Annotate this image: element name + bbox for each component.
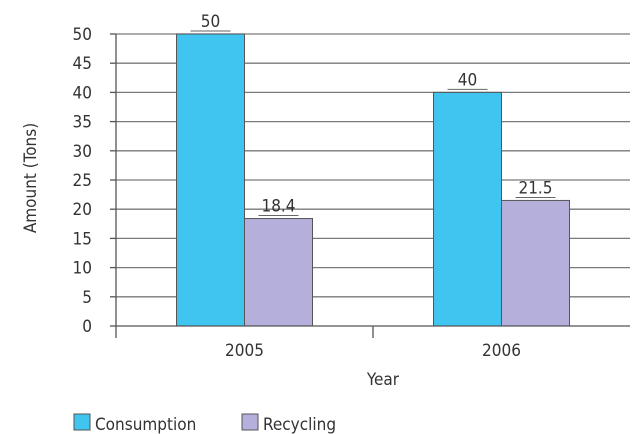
legend-label-recycling: Recycling bbox=[263, 415, 336, 434]
y-tick-label: 50 bbox=[73, 25, 92, 45]
data-label: 40 bbox=[458, 70, 477, 90]
bar-consumption-2006 bbox=[433, 91, 502, 327]
legend-swatch-recycling bbox=[241, 413, 259, 431]
data-label: 50 bbox=[201, 12, 220, 32]
bars bbox=[176, 33, 570, 327]
y-tick-label: 45 bbox=[73, 54, 92, 74]
y-tick-label: 25 bbox=[73, 171, 92, 191]
y-tick-labels: 0 5 10 15 20 25 30 35 40 45 50 bbox=[73, 25, 92, 337]
y-tick-label: 10 bbox=[73, 259, 92, 279]
bar-consumption-2005 bbox=[176, 33, 245, 327]
x-tick-labels: 2005 2006 bbox=[225, 341, 521, 361]
y-tick-label: 30 bbox=[73, 142, 92, 162]
y-axis-title: Amount (Tons) bbox=[21, 123, 41, 233]
y-tick-label: 5 bbox=[82, 288, 92, 308]
bar-recycling-2005 bbox=[244, 218, 313, 327]
data-label: 18.4 bbox=[261, 197, 295, 217]
bar-recycling-2006 bbox=[501, 199, 570, 327]
x-tick-label: 2005 bbox=[225, 341, 264, 361]
x-tick-label: 2006 bbox=[482, 341, 521, 361]
data-labels: 50 18.4 40 21.5 bbox=[190, 12, 556, 217]
legend-swatch-consumption bbox=[73, 413, 91, 431]
y-tick-label: 40 bbox=[73, 83, 92, 103]
y-tick-label: 0 bbox=[82, 317, 92, 337]
y-tick-label: 35 bbox=[73, 113, 92, 133]
axes bbox=[115, 34, 630, 338]
y-tick-label: 15 bbox=[73, 229, 92, 249]
legend: Consumption Recycling bbox=[73, 413, 336, 434]
y-tick-label: 20 bbox=[73, 200, 92, 220]
data-label: 21.5 bbox=[518, 178, 552, 198]
legend-label-consumption: Consumption bbox=[95, 415, 196, 434]
x-axis-title: Year bbox=[366, 370, 400, 390]
